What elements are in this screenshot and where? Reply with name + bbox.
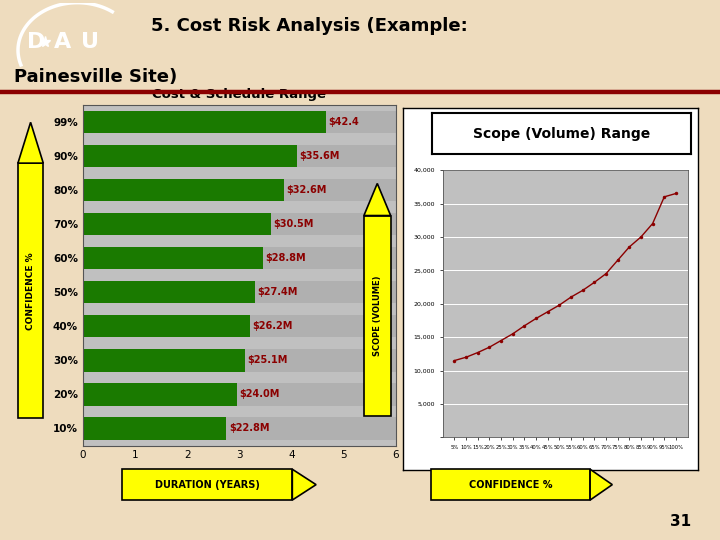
Bar bbox=[83, 213, 271, 235]
Bar bbox=[83, 383, 396, 406]
Text: $27.4M: $27.4M bbox=[258, 287, 298, 298]
FancyBboxPatch shape bbox=[18, 163, 43, 418]
Text: $26.2M: $26.2M bbox=[253, 321, 293, 332]
Text: $42.4: $42.4 bbox=[328, 117, 359, 127]
Bar bbox=[83, 213, 396, 235]
Bar bbox=[83, 111, 396, 133]
FancyBboxPatch shape bbox=[364, 215, 391, 416]
Text: D: D bbox=[27, 31, 45, 52]
Bar bbox=[83, 111, 325, 133]
Text: $35.6M: $35.6M bbox=[300, 151, 340, 161]
Text: $24.0M: $24.0M bbox=[240, 389, 280, 400]
Text: Painesville Site): Painesville Site) bbox=[14, 69, 178, 86]
Polygon shape bbox=[364, 184, 391, 215]
Bar bbox=[83, 179, 284, 201]
FancyBboxPatch shape bbox=[122, 469, 292, 500]
Text: U: U bbox=[81, 31, 99, 52]
Bar bbox=[83, 349, 245, 372]
Bar bbox=[83, 417, 396, 440]
Bar bbox=[83, 383, 237, 406]
Text: 5. Cost Risk Analysis (Example:: 5. Cost Risk Analysis (Example: bbox=[151, 17, 468, 36]
Bar bbox=[83, 247, 263, 269]
Text: $25.1M: $25.1M bbox=[247, 355, 287, 366]
Bar bbox=[83, 349, 396, 372]
FancyBboxPatch shape bbox=[431, 469, 590, 500]
Text: $32.6M: $32.6M bbox=[287, 185, 327, 195]
Bar bbox=[83, 281, 255, 303]
Bar bbox=[83, 281, 396, 303]
Bar bbox=[83, 179, 396, 201]
Bar bbox=[83, 145, 396, 167]
Text: CONFIDENCE %: CONFIDENCE % bbox=[26, 252, 35, 329]
Polygon shape bbox=[18, 122, 43, 163]
Text: A: A bbox=[53, 31, 71, 52]
Bar bbox=[83, 315, 250, 338]
Text: DURATION (YEARS): DURATION (YEARS) bbox=[155, 480, 259, 490]
Polygon shape bbox=[590, 469, 612, 500]
Text: $22.8M: $22.8M bbox=[229, 423, 269, 434]
Bar bbox=[83, 417, 226, 440]
Text: 31: 31 bbox=[670, 514, 691, 529]
Bar bbox=[83, 145, 297, 167]
Bar bbox=[83, 247, 396, 269]
Text: SCOPE (VOLUME): SCOPE (VOLUME) bbox=[373, 275, 382, 356]
Bar bbox=[83, 315, 396, 338]
Text: CONFIDENCE %: CONFIDENCE % bbox=[469, 480, 552, 490]
Text: $30.5M: $30.5M bbox=[274, 219, 314, 230]
Title: Cost & Schedule Range: Cost & Schedule Range bbox=[153, 89, 326, 102]
Polygon shape bbox=[292, 469, 316, 500]
Text: Scope (Volume) Range: Scope (Volume) Range bbox=[473, 127, 650, 140]
Text: $28.8M: $28.8M bbox=[266, 253, 306, 264]
